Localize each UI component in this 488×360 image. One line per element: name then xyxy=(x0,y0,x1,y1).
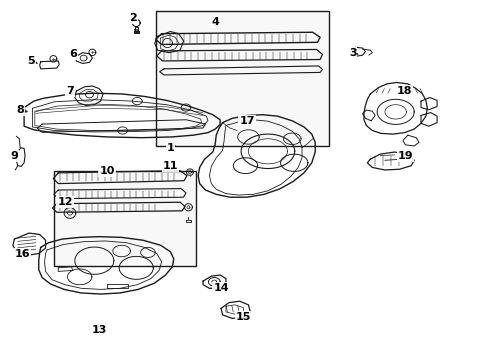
Text: 12: 12 xyxy=(57,197,73,207)
Text: 8: 8 xyxy=(16,105,24,115)
Text: 10: 10 xyxy=(99,166,115,176)
Text: 18: 18 xyxy=(396,86,411,96)
Text: 3: 3 xyxy=(348,48,356,58)
Text: 17: 17 xyxy=(239,116,254,126)
Text: 4: 4 xyxy=(211,17,219,27)
Text: 9: 9 xyxy=(10,150,18,161)
Text: 15: 15 xyxy=(235,312,251,322)
Text: 11: 11 xyxy=(163,161,178,171)
Bar xyxy=(54,171,195,266)
Text: 6: 6 xyxy=(69,49,77,59)
Text: 7: 7 xyxy=(66,86,74,96)
Text: 13: 13 xyxy=(91,325,107,335)
Text: 5: 5 xyxy=(27,56,35,66)
Text: 14: 14 xyxy=(213,283,228,293)
Text: 1: 1 xyxy=(166,143,174,153)
Text: 19: 19 xyxy=(397,150,412,161)
Text: 2: 2 xyxy=(129,13,137,23)
Text: 16: 16 xyxy=(15,248,30,258)
Bar xyxy=(156,12,328,146)
